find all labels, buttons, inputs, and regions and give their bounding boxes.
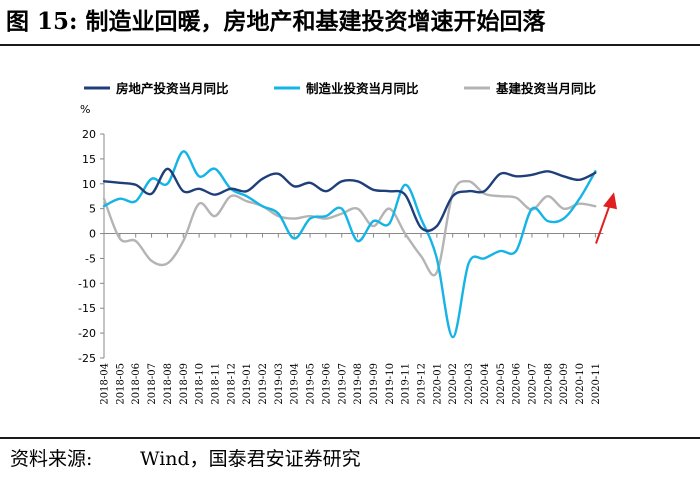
x-tick-label: 2018-10 [195,363,206,405]
x-tick-label: 2019-04 [290,363,301,405]
x-tick-label: 2019-09 [369,363,380,405]
line-chart: 房地产投资当月同比 制造业投资当月同比 基建投资当月同比 % -25 -20 -15 -1… [78,81,617,405]
legend-label: 基建投资当月同比 [495,81,597,96]
x-tick-label: 2020-09 [559,363,570,405]
x-tick-label: 2020-03 [464,363,475,405]
x-tick-label: 2019-03 [274,363,285,405]
y-tick-label: 5 [89,203,96,216]
x-tick-label: 2019-11 [401,363,412,405]
x-tick-label: 2018-04 [100,363,111,405]
red-arrow-shaft [595,203,611,244]
red-arrow-head [603,192,617,210]
y-tick-label: -5 [85,252,96,265]
x-tick-label: 2020-10 [575,363,586,405]
x-tick-label: 2020-06 [512,363,523,405]
source-note: 资料来源: Wind，国泰君安证券研究 [10,444,361,474]
annotations [595,192,617,244]
x-tick-label: 2020-04 [480,363,491,405]
y-tick-label: -10 [78,277,96,290]
y-tick-label: -15 [78,302,96,315]
x-axis: 2018-04 2018-05 2018-06 2018-07 2018-08 2018-… [100,233,604,405]
x-tick-label: 2019-07 [337,363,348,405]
x-tick-label: 2020-02 [448,363,459,405]
x-tick-label: 2018-11 [210,363,221,405]
chart-legend: 房地产投资当月同比 制造业投资当月同比 基建投资当月同比 [84,81,597,96]
legend-label: 制造业投资当月同比 [306,81,419,96]
x-tick-label: 2018-09 [179,363,190,405]
x-tick-label: 2019-12 [417,363,428,405]
figure-title: 图 15: 制造业回暖，房地产和基建投资增速开始回落 [6,8,546,35]
series-line-1 [102,167,597,232]
x-tick-label: 2019-10 [385,363,396,405]
x-tick-label: 2019-06 [321,363,332,405]
x-tick-label: 2018-08 [163,363,174,405]
y-tick-label: 20 [82,128,96,141]
y-axis-label: % [80,103,90,116]
series-line-2 [102,150,597,339]
y-tick-label: -20 [78,327,96,340]
x-tick-label: 2020-08 [543,363,554,405]
y-axis: -25 -20 -15 -10 -5 0 5 10 15 20 [78,128,105,365]
y-tick-label: -25 [78,352,96,365]
y-tick-label: 10 [82,178,96,191]
x-tick-label: 2018-06 [131,363,142,405]
series-line-3 [102,179,597,277]
x-tick-label: 2018-05 [115,363,126,405]
source-label: 资料来源: [10,448,93,470]
title-divider [0,44,700,46]
y-tick-label: 0 [89,228,96,241]
x-tick-label: 2020-05 [496,363,507,405]
x-tick-label: 2020-11 [591,363,602,405]
x-tick-label: 2019-08 [353,363,364,405]
x-tick-label: 2018-12 [226,363,237,405]
x-tick-label: 2019-02 [258,363,269,405]
series-group [102,150,597,339]
x-tick-label: 2019-05 [306,363,317,405]
y-tick-label: 15 [82,153,96,166]
source-text: Wind，国泰君安证券研究 [140,448,361,470]
x-tick-label: 2019-01 [242,363,253,405]
x-tick-label: 2020-07 [527,363,538,405]
source-divider [0,437,700,439]
x-tick-label: 2018-07 [147,363,158,405]
legend-label: 房地产投资当月同比 [116,81,229,96]
x-tick-label: 2020-01 [432,363,443,405]
